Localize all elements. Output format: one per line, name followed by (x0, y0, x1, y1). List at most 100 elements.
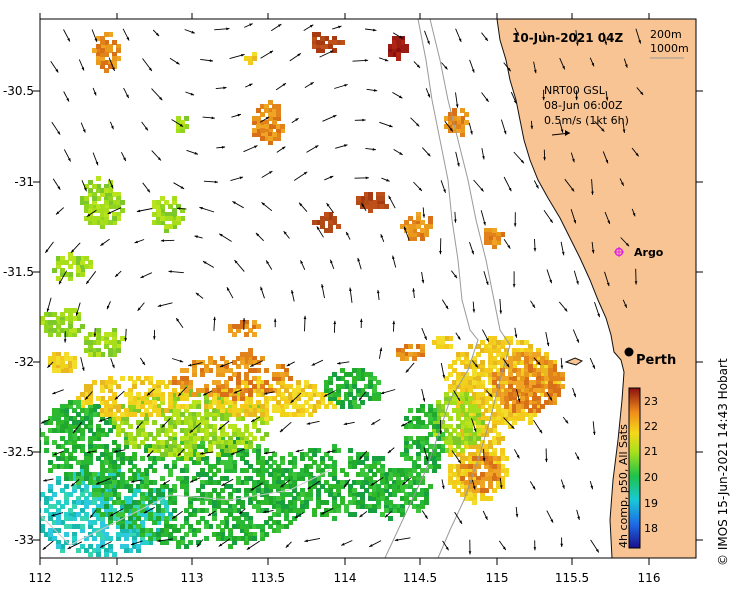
sst-pixel (480, 472, 485, 477)
sst-pixel (124, 500, 129, 505)
sst-pixel (224, 380, 229, 385)
sst-pixel (312, 32, 317, 37)
sst-pixel (144, 412, 149, 417)
sst-pixel (152, 200, 157, 205)
sst-pixel (100, 428, 105, 433)
sst-pixel (488, 380, 493, 385)
sst-pixel (188, 424, 193, 429)
sst-pixel (176, 448, 181, 453)
sst-pixel (92, 520, 97, 525)
sst-pixel (144, 444, 149, 449)
sst-pixel (224, 412, 229, 417)
sst-pixel (404, 44, 409, 49)
sst-pixel (56, 456, 61, 461)
sst-pixel (452, 380, 457, 385)
sst-pixel (424, 488, 429, 493)
sst-pixel (180, 384, 185, 389)
sst-pixel (472, 404, 477, 409)
sst-pixel (132, 536, 137, 541)
sst-pixel (456, 392, 461, 397)
sst-pixel (156, 380, 161, 385)
sst-pixel (84, 400, 89, 405)
sst-pixel (260, 408, 265, 413)
sst-pixel (96, 444, 101, 449)
sst-pixel (140, 428, 145, 433)
sst-pixel (336, 508, 341, 513)
sst-pixel (460, 492, 465, 497)
sst-pixel (68, 440, 73, 445)
sst-pixel (132, 456, 137, 461)
sst-pixel (160, 380, 165, 385)
sst-pixel (480, 424, 485, 429)
sst-pixel (84, 500, 89, 505)
sst-pixel (492, 420, 497, 425)
sst-pixel (236, 536, 241, 541)
sst-pixel (196, 452, 201, 457)
sst-pixel (372, 384, 377, 389)
sst-pixel (336, 488, 341, 493)
sst-pixel (72, 440, 77, 445)
sst-pixel (48, 428, 53, 433)
sst-pixel (528, 400, 533, 405)
sst-pixel (484, 476, 489, 481)
sst-pixel (288, 520, 293, 525)
sst-pixel (148, 532, 153, 537)
sst-pixel (276, 524, 281, 529)
sst-pixel (320, 48, 325, 53)
sst-pixel (420, 492, 425, 497)
sst-pixel (420, 444, 425, 449)
sst-pixel (556, 384, 561, 389)
sst-pixel (268, 496, 273, 501)
sst-pixel (172, 524, 177, 529)
sst-pixel (460, 448, 465, 453)
sst-pixel (256, 500, 261, 505)
sst-pixel (540, 404, 545, 409)
sst-pixel (192, 360, 197, 365)
sst-pixel (456, 472, 461, 477)
sst-pixel (476, 384, 481, 389)
sst-pixel (348, 400, 353, 405)
sst-pixel (404, 48, 409, 53)
sst-pixel (392, 48, 397, 53)
sst-pixel (560, 372, 565, 377)
sst-pixel (532, 400, 537, 405)
sst-pixel (444, 424, 449, 429)
sst-pixel (484, 456, 489, 461)
sst-pixel (180, 412, 185, 417)
sst-pixel (120, 208, 125, 213)
sst-pixel (212, 500, 217, 505)
sst-pixel (504, 340, 509, 345)
sst-pixel (480, 476, 485, 481)
sst-pixel (452, 480, 457, 485)
sst-pixel (64, 456, 69, 461)
sst-pixel (484, 408, 489, 413)
sst-pixel (516, 368, 521, 373)
sst-pixel (104, 196, 109, 201)
sst-pixel (324, 212, 329, 217)
sst-pixel (452, 436, 457, 441)
sst-pixel (544, 392, 549, 397)
sst-pixel (376, 492, 381, 497)
sst-pixel (472, 496, 477, 501)
sst-pixel (112, 212, 117, 217)
sst-pixel (480, 460, 485, 465)
sst-pixel (152, 480, 157, 485)
sst-pixel (40, 320, 45, 325)
sst-pixel (488, 476, 493, 481)
sst-pixel (60, 316, 65, 321)
sst-pixel (244, 408, 249, 413)
sst-pixel (472, 456, 477, 461)
sst-pixel (372, 504, 377, 509)
sst-pixel (52, 360, 57, 365)
sst-pixel (140, 528, 145, 533)
sst-pixel (220, 432, 225, 437)
sst-pixel (224, 460, 229, 465)
sst-pixel (284, 412, 289, 417)
sst-pixel (212, 504, 217, 509)
sst-pixel (456, 436, 461, 441)
sst-pixel (204, 424, 209, 429)
sst-pixel (96, 52, 101, 57)
sst-pixel (80, 448, 85, 453)
sst-pixel (348, 456, 353, 461)
